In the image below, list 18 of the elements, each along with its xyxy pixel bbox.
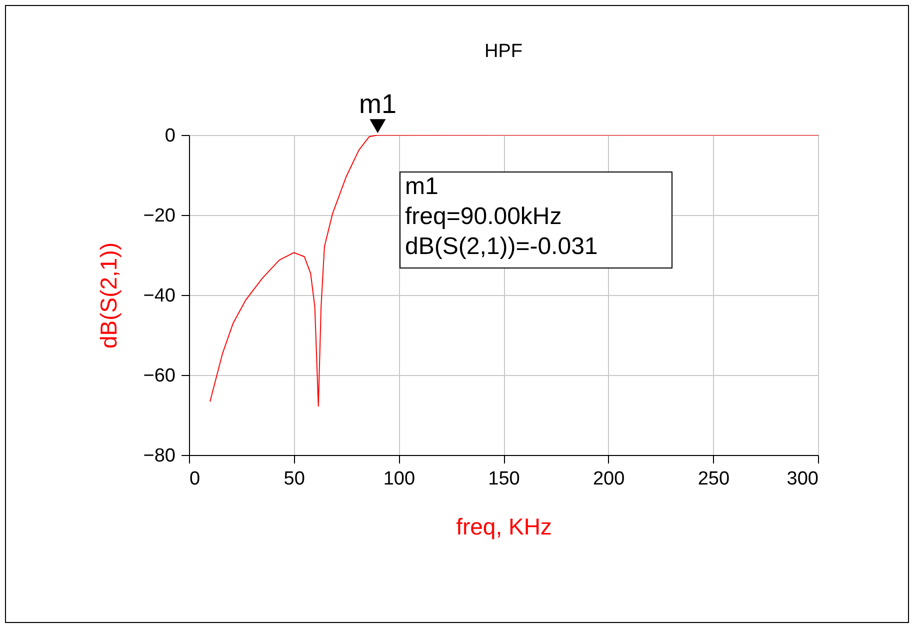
annotation: m1 [358,89,396,120]
x-tick-label: 300 [786,468,818,490]
annotation: m1 freq=90.00kHz dB(S(2,1))=-0.031 [405,173,598,260]
y-tick-label: −80 [143,446,176,466]
y-tick-label: −40 [143,286,176,306]
y-tick-label: −20 [143,206,176,226]
chart-title: HPF [484,41,522,62]
x-tick-label: 200 [592,468,625,490]
x-tick-label: 0 [190,468,200,490]
line-series [209,135,818,407]
x-tick-label: 250 [698,468,730,490]
y-tick-label: −60 [143,366,176,386]
x-tick-label: 150 [488,468,520,490]
y-axis-title: dB(S(2,1)) [95,242,122,349]
x-tick-label: 50 [284,468,305,490]
x-tick-label: 100 [383,468,416,490]
x-axis-title: freq, KHz [456,514,552,540]
y-tick-label: 0 [164,126,176,146]
